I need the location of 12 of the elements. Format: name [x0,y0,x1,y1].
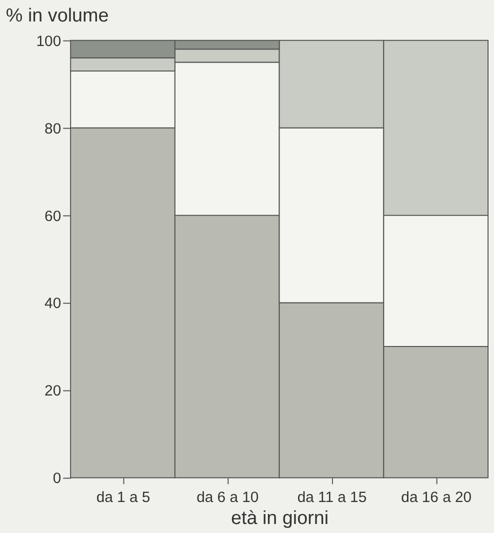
y-tick-label: 80 [44,121,62,138]
y-tick-label: 40 [44,296,62,312]
x-tick-label: da 16 a 20 [401,490,472,506]
x-tick-label: da 1 a 5 [96,490,150,506]
x-tick-label: da 6 a 10 [196,490,259,506]
y-tick-label: 60 [44,208,62,225]
y-tick-label: 20 [44,384,62,400]
y-tick-label: 100 [36,34,62,50]
x-tick-label: da 11 a 15 [297,490,367,506]
y-tick-label: 0 [52,471,62,488]
x-axis-title: età in giorni [231,508,329,529]
y-axis-title: % in volume [6,5,109,26]
